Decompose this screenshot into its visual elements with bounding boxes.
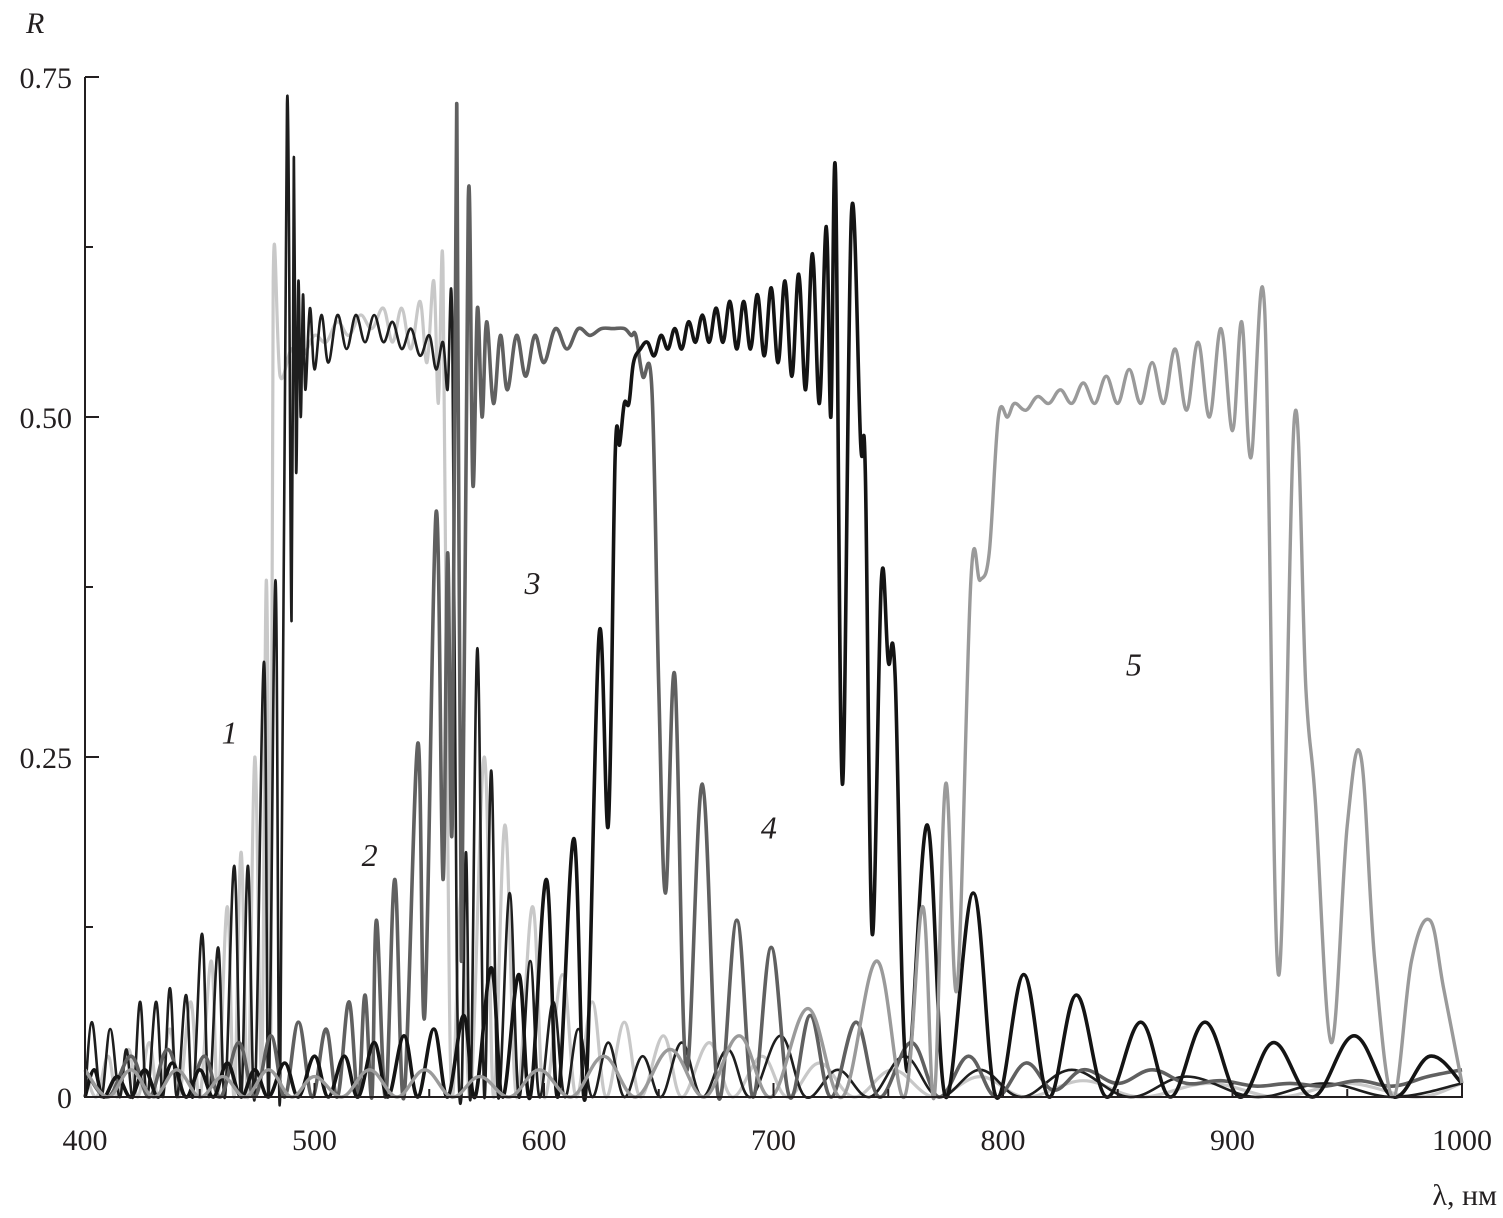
series-2-label: 2 [362,837,378,873]
series-5-label: 5 [1126,646,1142,682]
series-3-line [83,102,1463,1101]
y-axis-label: R [25,7,44,40]
x-tick-label: 400 [63,1124,108,1157]
ticks [84,76,1463,1098]
y-tick-label: 0.50 [20,402,73,435]
series-curves [83,94,1464,1107]
series-4-label: 4 [761,810,777,846]
x-tick-label: 900 [1210,1124,1255,1157]
x-tick-label: 700 [751,1124,796,1157]
series-labels: 1 2 3 4 5 [222,565,1142,873]
x-tick-label: 800 [981,1124,1026,1157]
y-tick-label: 0.25 [20,742,73,775]
y-tick-label: 0 [57,1082,72,1115]
series-3-label: 3 [524,565,541,601]
series-2-line [83,94,1463,1107]
x-tick-label: 1000 [1432,1124,1492,1157]
x-axis-label: λ, нм [1432,1179,1497,1212]
x-tick-label: 600 [522,1124,567,1157]
series-1-label: 1 [222,714,238,750]
tick-labels: 0 0.25 0.50 0.75 400 500 600 700 800 900 1000 [20,62,1493,1157]
y-tick-label: 0.75 [20,62,73,95]
x-tick-label: 500 [292,1124,337,1157]
series-5-line [83,285,1464,1101]
